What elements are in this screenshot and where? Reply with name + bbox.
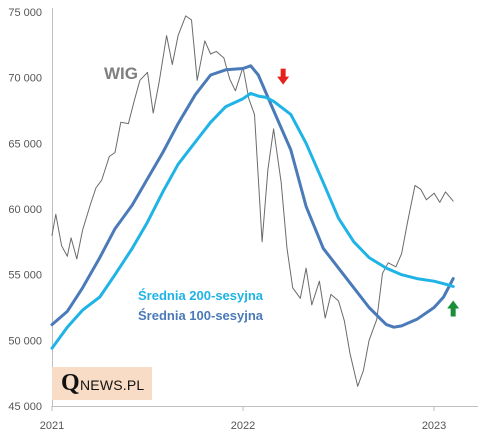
wig-line [51, 15, 454, 387]
legend-ma100: Średnia 100-sesyjna [138, 308, 264, 323]
logo-text: NEWS.PL [80, 377, 145, 393]
ma200-line [50, 91, 455, 350]
y-tick-label: 45 000 [8, 401, 42, 413]
qnews-logo: Q NEWS.PL [52, 367, 152, 400]
y-tick-label: 55 000 [8, 270, 42, 282]
logo-q-letter: Q [61, 370, 80, 396]
x-tick-label: 2021 [40, 420, 64, 432]
legend-ma200: Średnia 200-sesyjna [138, 288, 264, 303]
series-layer [50, 15, 455, 387]
red-down-arrow-icon [277, 68, 290, 85]
y-tick-labels: 45 000 50 000 55 000 60 000 65 000 70 000 75 0… [8, 7, 42, 413]
y-tick-label: 70 000 [8, 73, 42, 85]
y-tick-label: 60 000 [8, 204, 42, 216]
series-title-wig: WIG [104, 64, 138, 83]
x-tick-label: 2022 [231, 420, 255, 432]
x-tick-label: 2023 [422, 420, 446, 432]
x-tick-labels: 2021 2022 2023 [40, 406, 446, 432]
y-tick-label: 65 000 [8, 138, 42, 150]
annotation-layer [277, 68, 460, 317]
y-tick-label: 75 000 [8, 7, 42, 19]
green-up-arrow-icon [447, 300, 460, 317]
ma100-line [50, 64, 455, 329]
y-tick-label: 50 000 [8, 335, 42, 347]
